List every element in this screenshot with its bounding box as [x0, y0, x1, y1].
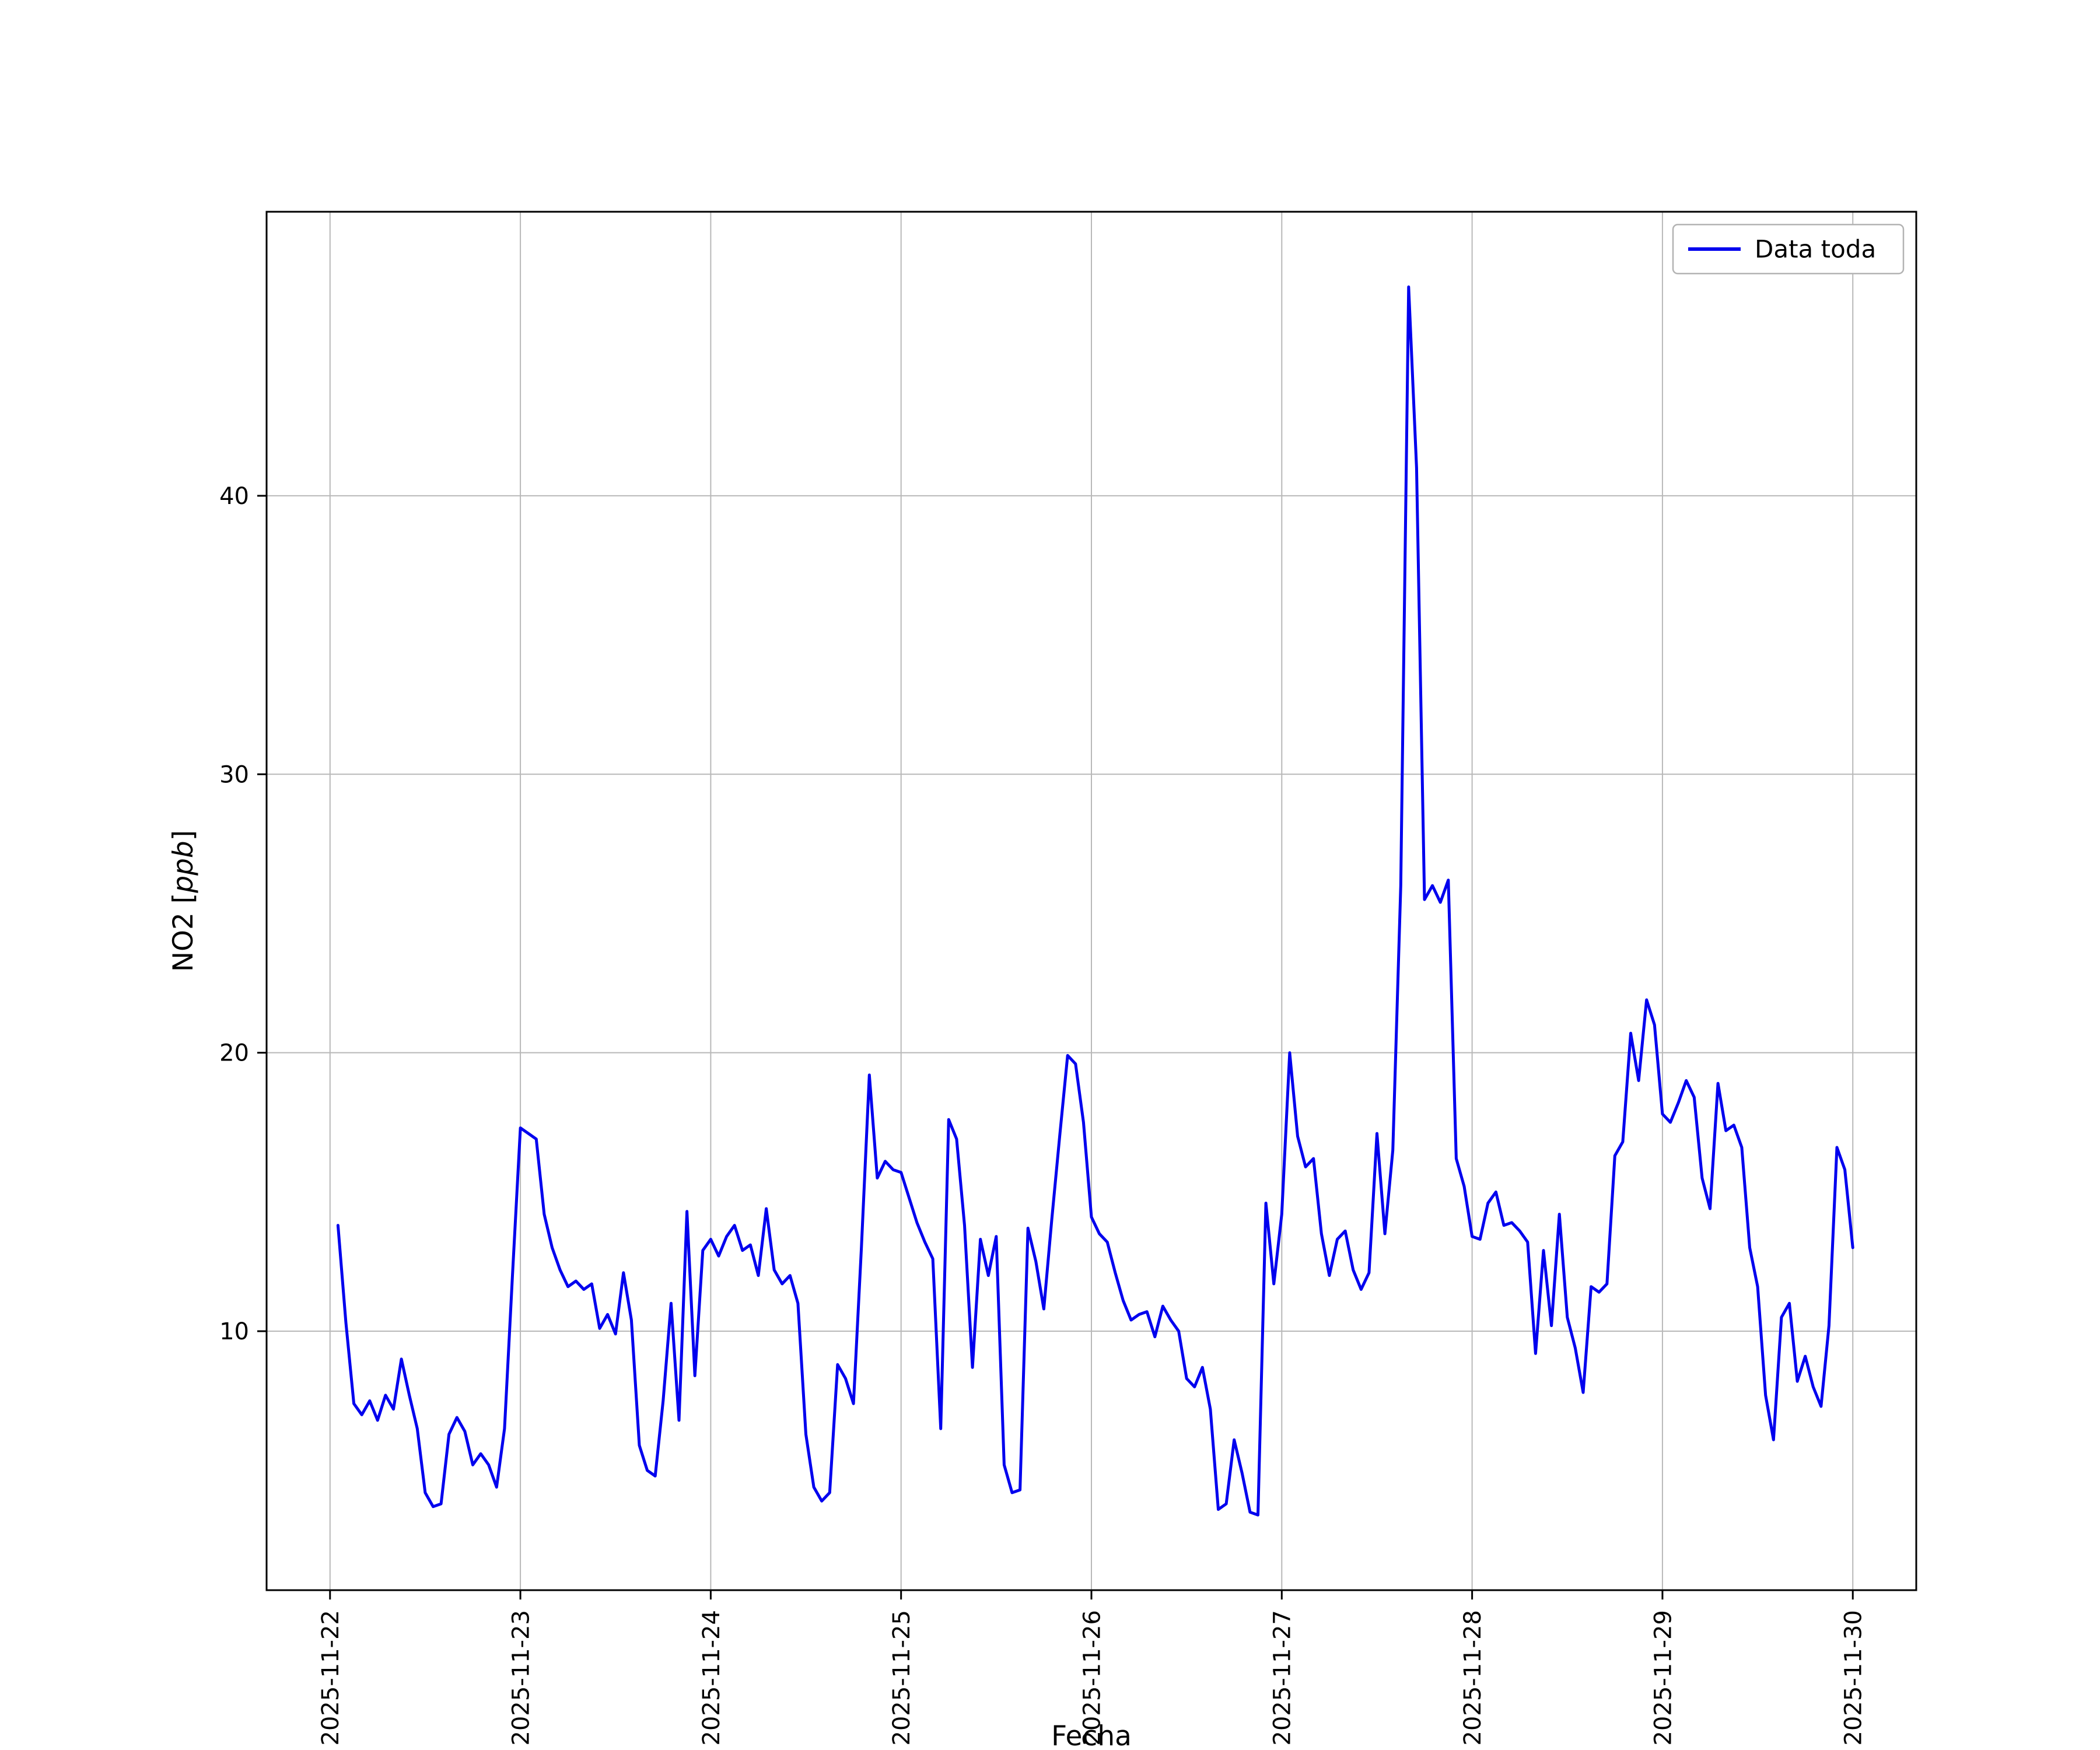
y-tick-label: 40 [219, 483, 249, 510]
data-series-line [336, 285, 1854, 1517]
y-tick-label: 10 [219, 1318, 249, 1345]
x-axis-label: Fecha [1051, 1720, 1132, 1750]
x-tick-label: 2025-11-22 [317, 1610, 344, 1745]
x-tick-label: 2025-11-24 [698, 1610, 725, 1745]
x-tick-label: 2025-11-23 [508, 1610, 534, 1745]
legend-frame [1672, 223, 1905, 275]
x-tick-label: 2025-11-26 [1079, 1610, 1105, 1745]
x-tick-label: 2025-11-27 [1269, 1610, 1296, 1745]
x-tick-label: 2025-11-28 [1460, 1610, 1486, 1745]
legend: Data toda [1672, 223, 1905, 275]
x-tick-label: 2025-11-30 [1840, 1610, 1867, 1745]
x-tick-label: 2025-11-29 [1650, 1610, 1676, 1745]
y-axis-label: NO2 [ppb] [167, 830, 200, 972]
y-tick-label: 30 [219, 761, 249, 788]
x-tick-label: 2025-11-25 [888, 1610, 915, 1745]
y-tick-label: 20 [219, 1040, 249, 1067]
legend-label: Data toda [1755, 235, 1876, 264]
